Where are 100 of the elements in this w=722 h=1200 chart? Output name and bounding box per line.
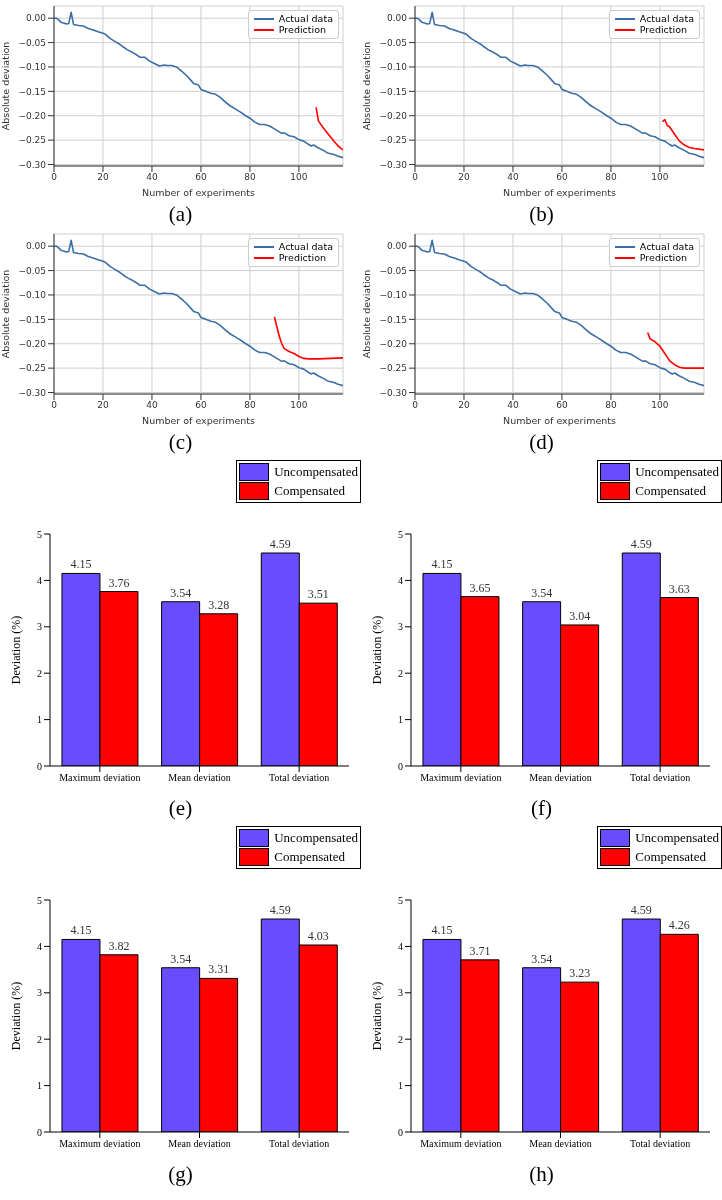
y-tick-label: −0.30 <box>18 387 47 398</box>
y-tick-label: 2 <box>398 1033 403 1045</box>
y-tick-label: −0.20 <box>18 338 47 349</box>
x-tick-label: 80 <box>605 400 617 411</box>
x-tick-label: Maximum deviation <box>59 772 141 784</box>
text: (d) <box>529 429 554 456</box>
y-tick-label: 2 <box>37 667 42 679</box>
legend-label: Actual data <box>278 241 333 253</box>
data-label: 4.26 <box>668 918 690 933</box>
y-tick-label: −0.30 <box>379 387 408 398</box>
y-tick-label: 0 <box>37 760 42 772</box>
x-tick-label: 0 <box>412 172 419 183</box>
y-tick-label: −0.15 <box>18 86 46 97</box>
y-tick-label: 5 <box>37 528 42 540</box>
data-label: 4.15 <box>70 557 92 572</box>
legend-label: Prediction <box>278 24 327 36</box>
y-tick-label: 0 <box>398 1126 403 1138</box>
y-axis-title: Absolute deviation <box>0 269 12 359</box>
legend-label: Prediction <box>639 252 688 264</box>
text: (e) <box>168 795 193 822</box>
y-tick-label: −0.05 <box>379 37 407 48</box>
line-series <box>54 11 343 159</box>
y-axis-title: Absolute deviation <box>361 41 373 131</box>
legend-label: Compensated <box>635 483 706 499</box>
y-tick-label: −0.15 <box>18 314 46 325</box>
legend-label: Compensated <box>635 849 706 865</box>
y-tick-label: −0.25 <box>18 363 46 374</box>
y-tick-label: −0.20 <box>379 110 408 121</box>
y-tick-label: 4 <box>37 940 42 952</box>
y-tick-label: 5 <box>398 528 403 540</box>
text: (a) <box>168 201 193 228</box>
y-tick-label: 5 <box>398 894 403 906</box>
x-axis-title: Number of experiments <box>142 187 255 198</box>
data-label: 4.15 <box>431 557 453 572</box>
line-series <box>315 106 343 151</box>
data-label: 3.04 <box>569 608 591 623</box>
x-tick-label: Maximum deviation <box>420 772 502 784</box>
line-series <box>415 11 704 159</box>
y-tick-label: −0.10 <box>379 290 408 301</box>
y-tick-label: 1 <box>398 714 403 726</box>
legend-label: Prediction <box>278 252 327 264</box>
legend-label: Compensated <box>274 849 345 865</box>
x-tick-label: 80 <box>244 400 256 411</box>
data-label: 4.03 <box>307 929 329 944</box>
y-tick-label: −0.10 <box>379 62 408 73</box>
y-tick-label: 4 <box>37 574 42 586</box>
y-tick-label: −0.25 <box>379 363 407 374</box>
data-label: 4.59 <box>269 537 291 552</box>
x-tick-label: Mean deviation <box>168 1138 231 1150</box>
x-tick-label: 0 <box>51 172 58 183</box>
legend-label: Prediction <box>639 24 688 36</box>
legend-label: Uncompensated <box>635 830 719 846</box>
data-label: 3.54 <box>170 585 192 600</box>
text: (g) <box>168 1161 193 1188</box>
y-tick-label: 3 <box>398 987 403 999</box>
x-tick-label: 20 <box>458 172 470 183</box>
y-tick-label: −0.20 <box>379 338 408 349</box>
data-label: 4.59 <box>630 903 652 918</box>
data-label: 3.54 <box>531 585 553 600</box>
y-tick-label: 3 <box>398 621 403 633</box>
y-tick-label: 1 <box>37 714 42 726</box>
y-axis-title: Absolute deviation <box>361 269 373 359</box>
data-label: 4.59 <box>269 903 291 918</box>
x-tick-label: 60 <box>556 172 568 183</box>
legend-label: Actual data <box>278 13 333 25</box>
y-tick-label: 1 <box>37 1080 42 1092</box>
x-tick-label: Total deviation <box>630 1138 691 1150</box>
legend-label: Actual data <box>639 13 694 25</box>
y-tick-label: 2 <box>37 1033 42 1045</box>
y-tick-label: 0.00 <box>25 13 47 24</box>
x-tick-label: 100 <box>290 400 308 411</box>
y-axis-title: Deviation (%) <box>370 615 385 685</box>
x-tick-label: 40 <box>507 172 519 183</box>
y-tick-label: 2 <box>398 667 403 679</box>
y-axis-title: Absolute deviation <box>0 41 12 131</box>
legend-label: Uncompensated <box>274 464 358 480</box>
data-label: 4.59 <box>630 537 652 552</box>
x-tick-label: Total deviation <box>269 1138 330 1150</box>
y-tick-label: 5 <box>37 894 42 906</box>
y-axis-title: Deviation (%) <box>370 981 385 1051</box>
data-label: 3.28 <box>208 597 230 612</box>
data-label: 3.65 <box>469 580 491 595</box>
y-tick-label: −0.25 <box>18 135 46 146</box>
text: (h) <box>529 1161 554 1188</box>
data-label: 4.15 <box>431 923 453 938</box>
y-tick-label: −0.20 <box>18 110 47 121</box>
x-tick-label: Maximum deviation <box>59 1138 141 1150</box>
line-series <box>646 331 704 369</box>
legend-label: Uncompensated <box>274 830 358 846</box>
y-tick-label: −0.30 <box>18 159 47 170</box>
x-tick-label: Total deviation <box>630 772 691 784</box>
x-tick-label: 100 <box>651 172 669 183</box>
line-series <box>661 118 704 151</box>
y-tick-label: −0.05 <box>379 265 407 276</box>
y-tick-label: −0.15 <box>379 86 407 97</box>
data-label: 3.76 <box>108 575 130 590</box>
y-tick-label: −0.05 <box>18 265 46 276</box>
x-tick-label: 40 <box>146 172 158 183</box>
y-tick-label: −0.25 <box>379 135 407 146</box>
y-tick-label: −0.15 <box>379 314 407 325</box>
